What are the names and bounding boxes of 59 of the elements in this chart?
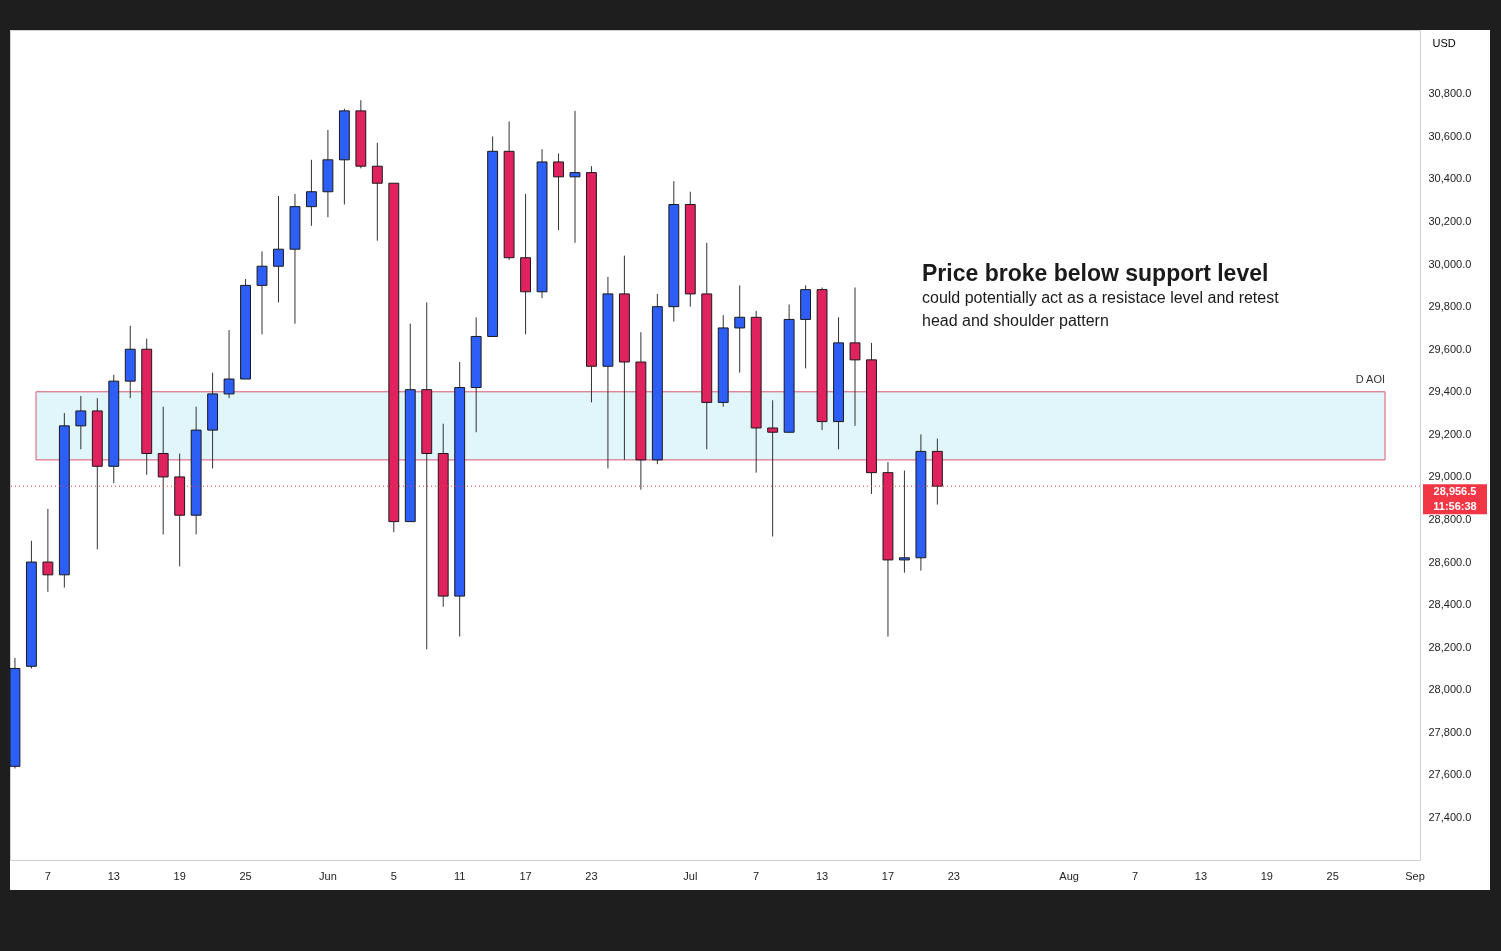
candlestick <box>849 287 861 427</box>
band-label: D AOI <box>1355 372 1385 385</box>
x-tick-label: Sep <box>1405 869 1425 882</box>
y-tick-label: 29,200.0 <box>1428 427 1472 440</box>
annotation: could potentially act as a resistace level and retest <box>922 289 1280 306</box>
candlestick <box>767 399 779 538</box>
x-tick-label: 7 <box>44 869 51 882</box>
y-tick-label: 27,600.0 <box>1428 768 1472 781</box>
y-tick-label: 28,400.0 <box>1428 598 1472 611</box>
y-tick-label: 30,000.0 <box>1428 257 1472 270</box>
x-tick-label: 17 <box>519 869 532 882</box>
x-tick-label: 23 <box>585 869 598 882</box>
annotation: Price broke below support level <box>922 260 1269 286</box>
ref-line-label: 28,956.5 <box>1433 485 1477 498</box>
annotation: head and shoulder pattern <box>922 312 1109 329</box>
x-tick-label: 5 <box>390 869 397 882</box>
x-tick-label: 19 <box>173 869 186 882</box>
x-tick-label: 17 <box>881 869 895 882</box>
y-tick-label: 28,000.0 <box>1428 683 1472 696</box>
x-tick-label: Aug <box>1059 869 1079 882</box>
candlestick <box>157 406 169 535</box>
y-tick-label: 30,400.0 <box>1428 172 1472 185</box>
candlestick <box>734 284 746 374</box>
candlestick <box>256 250 268 335</box>
y-tick-label: 30,800.0 <box>1428 87 1472 100</box>
y-tick-label: 29,000.0 <box>1428 470 1472 483</box>
candlestick <box>553 152 564 231</box>
y-tick-label: 28,600.0 <box>1428 555 1472 568</box>
y-tick-label: 27,800.0 <box>1428 725 1472 738</box>
candlestick <box>898 470 910 574</box>
y-tick-label: 28,200.0 <box>1428 640 1472 653</box>
x-tick-label: 19 <box>1260 869 1273 882</box>
candlestick <box>569 110 581 244</box>
candlestick <box>306 159 317 227</box>
x-tick-label: 7 <box>753 869 760 882</box>
candlestick <box>42 508 54 593</box>
x-tick-label: 7 <box>1131 869 1139 882</box>
x-tick-label: 23 <box>947 869 960 882</box>
y-tick-label: 29,600.0 <box>1428 342 1472 355</box>
candlestick <box>223 329 235 399</box>
text: 11:56:38 <box>1433 500 1477 512</box>
y-tick-label: 30,600.0 <box>1428 129 1472 142</box>
y-tick-label: 29,800.0 <box>1428 300 1472 313</box>
x-tick-label: Jul <box>683 869 698 882</box>
y-tick-label: 29,400.0 <box>1428 385 1472 398</box>
y-tick-label: 27,400.0 <box>1428 810 1472 823</box>
x-tick-label: 25 <box>1326 869 1339 882</box>
x-tick-label: Jun <box>319 869 337 882</box>
x-tick-label: 11 <box>453 869 466 882</box>
x-tick-label: 13 <box>1194 869 1208 882</box>
y-tick-label: 28,800.0 <box>1428 512 1472 525</box>
candlestick <box>75 395 87 450</box>
x-tick-label: 13 <box>107 869 120 882</box>
x-tick-label: 25 <box>239 869 252 882</box>
y-tick-label: 30,200.0 <box>1428 215 1472 228</box>
candlestick <box>273 195 284 303</box>
x-tick-label: 13 <box>815 869 829 882</box>
candlestick <box>371 142 383 242</box>
y-axis-title: USD <box>1432 36 1456 49</box>
